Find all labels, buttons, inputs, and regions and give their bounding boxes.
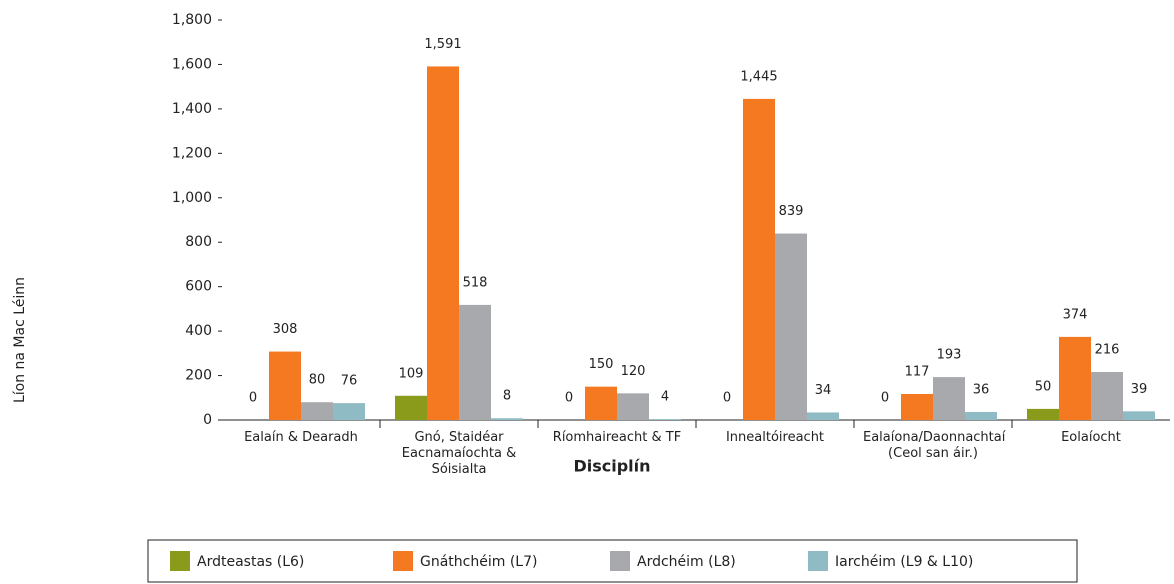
x-tick-label: Innealtóireacht [725, 430, 825, 445]
data-label: 308 [273, 322, 298, 337]
data-label: 80 [309, 373, 326, 388]
data-label: 374 [1063, 307, 1088, 322]
bar [617, 393, 649, 420]
x-axis-label: Disciplín [573, 457, 650, 476]
data-label: 1,445 [740, 69, 777, 84]
data-label: 150 [589, 357, 614, 372]
x-tick-label: Ríomhaireacht & TF [552, 430, 682, 445]
data-label: 518 [463, 275, 488, 290]
data-label: 109 [399, 366, 424, 381]
data-label: 0 [565, 391, 573, 406]
data-label: 0 [881, 391, 889, 406]
bar [395, 395, 427, 420]
bar [585, 386, 617, 420]
bar [459, 304, 491, 420]
y-tick-label: 400 [185, 323, 212, 339]
bar [301, 402, 333, 420]
data-label: 8 [503, 389, 511, 404]
legend-box [147, 539, 1078, 583]
y-axis-label: Líon na Mac Léinn [12, 277, 28, 403]
legend-label: Ardteastas (L6) [197, 554, 304, 570]
legend-swatch [170, 551, 190, 571]
bar [649, 419, 681, 420]
bar [965, 412, 997, 420]
data-label: 76 [341, 374, 358, 389]
bar [901, 394, 933, 420]
y-tick-label: 0 [203, 412, 212, 428]
y-tick-label: 200 [185, 368, 212, 384]
bar [933, 377, 965, 420]
y-tick-label: 1,600 [172, 56, 212, 72]
legend-swatch [610, 551, 630, 571]
legend-label: Ardchéim (L8) [637, 554, 736, 570]
bar [1027, 408, 1059, 420]
legend-swatch [808, 551, 828, 571]
x-tick-label: Gnó, Staidéar Eacnamaíochta & Sóisialta [401, 430, 517, 477]
y-tick-label: 800 [185, 234, 212, 250]
bar [269, 351, 301, 420]
y-tick-label: 1,000 [172, 190, 212, 206]
bar [743, 98, 775, 420]
data-label: 1,591 [424, 37, 461, 52]
legend-label: Gnáthchéim (L7) [420, 554, 537, 570]
y-tick-label: 600 [185, 279, 212, 295]
bar [807, 412, 839, 420]
bar [491, 418, 523, 420]
legend-swatch [393, 551, 413, 571]
data-label: 193 [937, 348, 962, 363]
data-label: 0 [249, 391, 257, 406]
x-tick-label: Eolaíocht [1061, 430, 1121, 445]
bar [1123, 411, 1155, 420]
y-tick-label: 1,400 [172, 101, 212, 117]
data-label: 839 [779, 204, 804, 219]
bar [775, 233, 807, 420]
data-label: 36 [973, 383, 990, 398]
y-tick-label: 1,800 [172, 12, 212, 28]
legend-label: Iarchéim (L9 & L10) [835, 554, 973, 570]
data-label: 0 [723, 391, 731, 406]
data-label: 216 [1095, 343, 1120, 358]
bar [1091, 372, 1123, 420]
data-label: 34 [815, 383, 832, 398]
data-label: 50 [1035, 379, 1052, 394]
data-label: 120 [621, 364, 646, 379]
data-label: 39 [1131, 382, 1148, 397]
y-tick-label: 1,200 [172, 145, 212, 161]
data-label: 4 [661, 390, 669, 405]
x-tick-label: Ealaíona/Daonnachtaí (Ceol san áir.) [863, 430, 1006, 461]
data-label: 117 [905, 365, 930, 380]
bar [1059, 336, 1091, 420]
bar [333, 403, 365, 420]
bar [427, 66, 459, 420]
x-tick-label: Ealaín & Dearadh [244, 430, 358, 445]
